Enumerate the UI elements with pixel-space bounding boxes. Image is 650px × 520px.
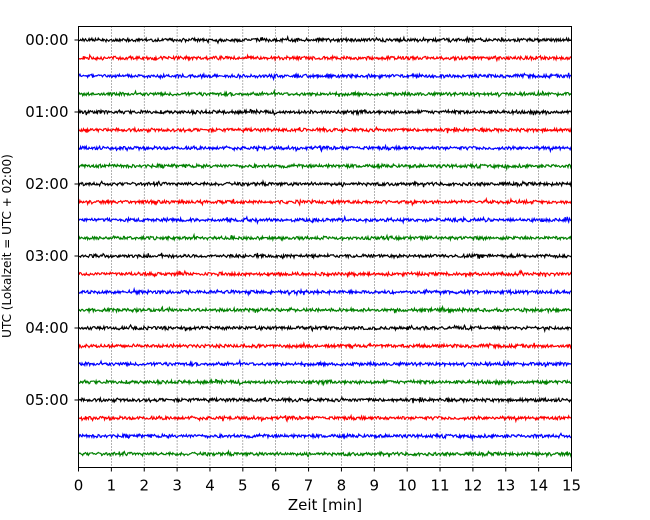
y-axis: 00:00 01:00 02:00 03:00 04:00 05:00	[25, 31, 79, 409]
trace-line	[77, 286, 572, 297]
trace-line	[78, 162, 573, 172]
trace-line	[77, 341, 573, 350]
x-tick-label: 5	[238, 477, 248, 495]
x-tick-label: 12	[463, 477, 482, 495]
trace-line	[78, 323, 572, 334]
x-tick-label: 9	[370, 477, 380, 495]
y-tick-label: 02:00	[25, 175, 68, 193]
trace-line	[77, 232, 572, 243]
trace-line	[78, 269, 573, 279]
x-tick-label: 8	[337, 477, 347, 495]
trace-line	[78, 108, 573, 117]
y-tick-label: 01:00	[25, 103, 68, 121]
y-tick-label: 04:00	[25, 319, 68, 337]
trace-line	[78, 214, 572, 225]
x-tick-label: 6	[271, 477, 281, 495]
x-tick-label: 2	[139, 477, 149, 495]
x-tick-label: 10	[398, 477, 417, 495]
y-tick-label: 00:00	[25, 31, 68, 49]
x-tick-label: 11	[430, 477, 449, 495]
trace-line	[78, 449, 573, 459]
trace-line	[77, 72, 572, 82]
x-axis-label: Zeit [min]	[288, 496, 362, 514]
trace-line	[77, 88, 573, 98]
seismogram-traces	[77, 34, 573, 459]
trace-line	[78, 252, 572, 260]
trace-line	[77, 125, 572, 135]
x-tick-label: 0	[74, 477, 84, 495]
x-tick-label: 3	[172, 477, 182, 495]
trace-line	[77, 179, 573, 188]
trace-line	[78, 53, 573, 63]
x-tick-label: 1	[107, 477, 117, 495]
trace-line	[78, 196, 572, 207]
trace-line	[78, 378, 573, 387]
x-tick-label: 4	[205, 477, 215, 495]
x-tick-label: 7	[304, 477, 314, 495]
trace-line	[77, 304, 572, 315]
trace-line	[77, 432, 572, 442]
plot-frame	[78, 26, 572, 468]
x-axis: 0 1 2 3 4 5 6 7 8 9 10 11 12 13 14 15	[74, 467, 581, 495]
y-tick-label: 03:00	[25, 247, 68, 265]
x-tick-label: 15	[562, 477, 581, 495]
trace-line	[78, 34, 573, 45]
x-tick-label: 13	[496, 477, 515, 495]
trace-line	[78, 358, 572, 368]
trace-line	[77, 413, 573, 424]
x-tick-label: 14	[529, 477, 548, 495]
trace-line	[77, 143, 573, 154]
y-axis-label: UTC (Lokalzeit = UTC + 02:00)	[0, 154, 14, 338]
trace-line	[78, 395, 573, 405]
y-tick-label: 05:00	[25, 391, 68, 409]
